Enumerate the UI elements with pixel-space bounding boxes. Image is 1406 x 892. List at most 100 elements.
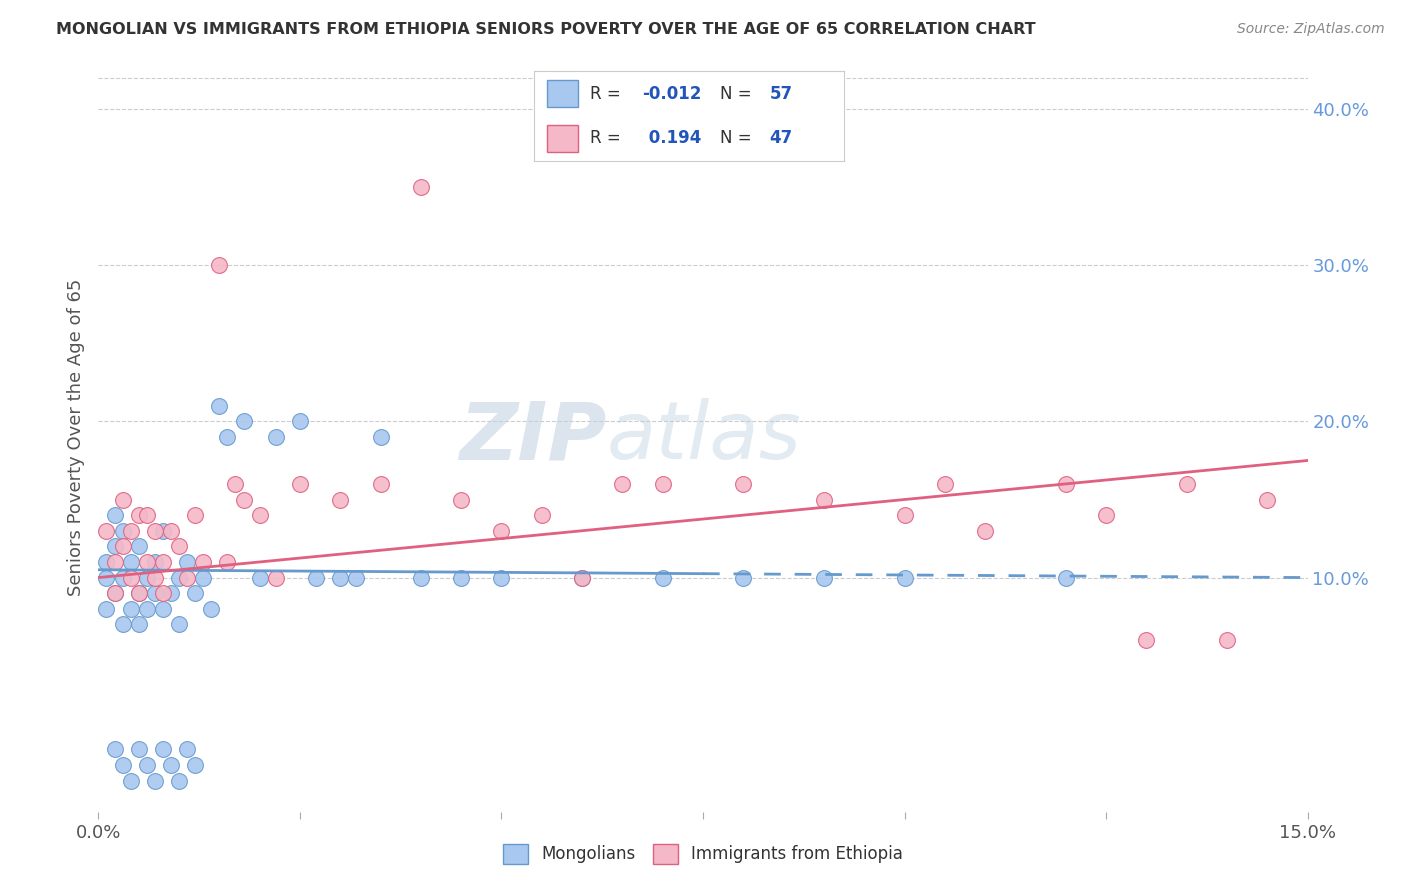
Point	[193, 571, 215, 585]
Point	[167, 539, 190, 553]
Point	[208, 258, 231, 272]
Point	[232, 492, 254, 507]
Text: N =: N =	[720, 85, 756, 103]
Point	[450, 571, 472, 585]
Text: R =: R =	[591, 85, 626, 103]
Point	[135, 555, 157, 569]
Point	[893, 571, 915, 585]
Point	[651, 571, 673, 585]
Point	[120, 571, 142, 585]
Point	[96, 571, 118, 585]
Point	[530, 508, 553, 523]
Point	[571, 571, 593, 585]
Point	[450, 492, 472, 507]
Point	[111, 539, 134, 553]
Point	[152, 586, 174, 600]
Text: MONGOLIAN VS IMMIGRANTS FROM ETHIOPIA SENIORS POVERTY OVER THE AGE OF 65 CORRELA: MONGOLIAN VS IMMIGRANTS FROM ETHIOPIA SE…	[56, 22, 1036, 37]
Text: 57: 57	[769, 85, 793, 103]
Point	[128, 586, 150, 600]
Point	[409, 180, 432, 194]
Point	[111, 758, 134, 772]
Point	[111, 617, 134, 632]
Point	[152, 601, 174, 615]
Point	[217, 430, 239, 444]
Point	[208, 399, 231, 413]
Point	[103, 586, 125, 600]
Point	[249, 508, 271, 523]
Point	[103, 539, 125, 553]
Point	[370, 476, 392, 491]
Point	[370, 430, 392, 444]
Point	[1054, 476, 1077, 491]
Point	[96, 555, 118, 569]
Point	[1216, 633, 1239, 648]
Point	[103, 508, 125, 523]
Point	[193, 555, 215, 569]
Point	[103, 586, 125, 600]
Point	[96, 524, 118, 538]
Point	[733, 476, 755, 491]
Point	[184, 758, 207, 772]
Point	[329, 492, 352, 507]
Point	[409, 571, 432, 585]
Point	[264, 571, 287, 585]
Bar	[547, 125, 578, 152]
Point	[143, 586, 166, 600]
Text: R =: R =	[591, 129, 626, 147]
Text: -0.012: -0.012	[643, 85, 702, 103]
Bar	[547, 80, 578, 107]
Point	[143, 773, 166, 788]
Point	[143, 571, 166, 585]
Point	[111, 524, 134, 538]
Point	[813, 571, 835, 585]
Point	[974, 524, 997, 538]
Point	[128, 586, 150, 600]
Point	[612, 476, 634, 491]
Point	[934, 476, 956, 491]
Text: atlas: atlas	[606, 398, 801, 476]
Point	[176, 571, 198, 585]
Point	[160, 586, 183, 600]
Point	[813, 492, 835, 507]
Point	[135, 508, 157, 523]
Text: N =: N =	[720, 129, 756, 147]
Point	[288, 476, 311, 491]
Point	[305, 571, 328, 585]
Point	[120, 601, 142, 615]
Point	[143, 524, 166, 538]
Point	[152, 555, 174, 569]
Point	[152, 524, 174, 538]
Point	[288, 414, 311, 428]
Point	[200, 601, 222, 615]
Point	[111, 492, 134, 507]
Point	[344, 571, 367, 585]
Point	[1054, 571, 1077, 585]
Point	[128, 508, 150, 523]
Point	[120, 524, 142, 538]
Point	[491, 524, 513, 538]
Point	[571, 571, 593, 585]
Point	[224, 476, 246, 491]
Point	[167, 617, 190, 632]
Point	[135, 601, 157, 615]
Y-axis label: Seniors Poverty Over the Age of 65: Seniors Poverty Over the Age of 65	[66, 278, 84, 596]
Point	[103, 742, 125, 756]
Point	[176, 742, 198, 756]
Point	[160, 758, 183, 772]
Point	[232, 414, 254, 428]
Point	[1135, 633, 1157, 648]
Point	[651, 476, 673, 491]
Point	[111, 571, 134, 585]
Text: 47: 47	[769, 129, 793, 147]
Point	[217, 555, 239, 569]
Point	[160, 524, 183, 538]
Point	[184, 586, 207, 600]
Text: ZIP: ZIP	[458, 398, 606, 476]
Point	[264, 430, 287, 444]
Point	[128, 539, 150, 553]
Point	[120, 555, 142, 569]
Point	[184, 508, 207, 523]
Point	[249, 571, 271, 585]
Point	[135, 758, 157, 772]
Point	[1095, 508, 1118, 523]
